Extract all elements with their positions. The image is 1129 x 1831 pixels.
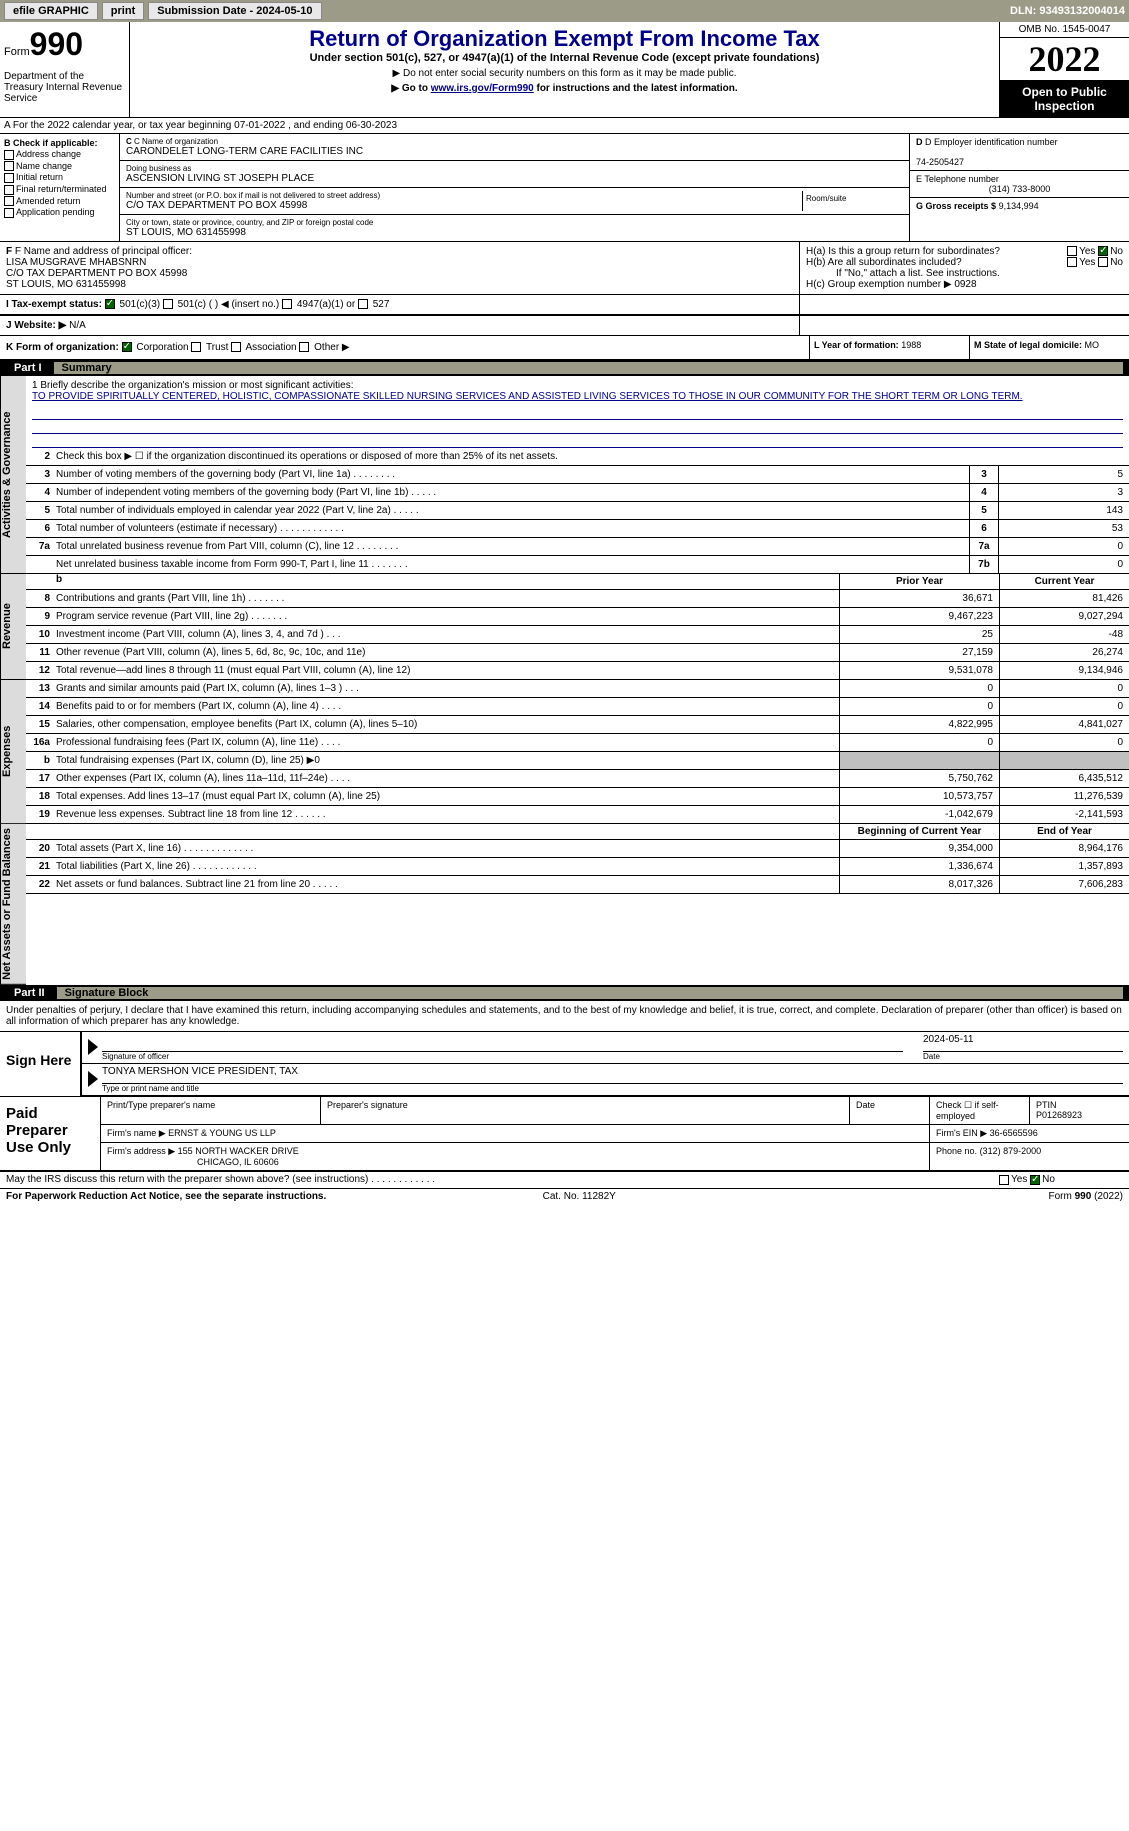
firm-ein: 36-6565596 — [990, 1128, 1038, 1138]
firm-address: 155 NORTH WACKER DRIVE — [178, 1146, 299, 1156]
omb-number: OMB No. 1545-0047 — [1000, 22, 1129, 38]
page-footer: For Paperwork Reduction Act Notice, see … — [0, 1189, 1129, 1204]
col-b-header: B Check if applicable: — [4, 138, 98, 148]
ptin: P01268923 — [1036, 1110, 1082, 1120]
chk-ha-no[interactable] — [1098, 246, 1108, 256]
chk-amended[interactable] — [4, 196, 14, 206]
chk-discuss-no[interactable] — [1030, 1175, 1040, 1185]
city-state-zip: ST LOUIS, MO 631455998 — [126, 227, 903, 238]
officer-name-title: TONYA MERSHON VICE PRESIDENT, TAX — [102, 1066, 1123, 1084]
row-k-l-m: K Form of organization: Corporation Trus… — [0, 336, 1129, 360]
column-d: D D Employer identification number 74-25… — [909, 134, 1129, 241]
paid-preparer-block: Paid Preparer Use Only Print/Type prepar… — [0, 1096, 1129, 1171]
state-domicile: MO — [1085, 340, 1100, 350]
dba: ASCENSION LIVING ST JOSEPH PLACE — [126, 173, 903, 184]
mission-text: TO PROVIDE SPIRITUALLY CENTERED, HOLISTI… — [32, 391, 1123, 402]
chk-pending[interactable] — [4, 208, 14, 218]
main-info-block: B Check if applicable: Address change Na… — [0, 134, 1129, 242]
ein: 74-2505427 — [916, 157, 964, 167]
vtab-revenue: Revenue — [0, 574, 26, 680]
firm-name: ERNST & YOUNG US LLP — [168, 1128, 276, 1138]
row-a: A For the 2022 calendar year, or tax yea… — [0, 118, 1129, 134]
group-exemption: 0928 — [954, 279, 976, 290]
sign-here-block: Sign Here Signature of officer 2024-05-1… — [0, 1032, 1129, 1096]
telephone: (314) 733-8000 — [916, 184, 1123, 194]
chk-ha-yes[interactable] — [1067, 246, 1077, 256]
arrow-icon — [88, 1071, 98, 1087]
org-name: CARONDELET LONG-TERM CARE FACILITIES INC — [126, 146, 903, 157]
chk-501c[interactable] — [163, 299, 173, 309]
chk-hb-no[interactable] — [1098, 257, 1108, 267]
arrow-icon — [88, 1039, 98, 1055]
vtab-netassets: Net Assets or Fund Balances — [0, 824, 26, 985]
submission-date: Submission Date - 2024-05-10 — [148, 2, 321, 20]
efile-label: efile GRAPHIC — [4, 2, 98, 20]
chk-address[interactable] — [4, 150, 14, 160]
chk-hb-yes[interactable] — [1067, 257, 1077, 267]
subtitle-1: Under section 501(c), 527, or 4947(a)(1)… — [134, 52, 995, 64]
chk-final[interactable] — [4, 185, 14, 195]
street-address: C/O TAX DEPARTMENT PO BOX 45998 — [126, 200, 802, 211]
part1-header: Part I Summary — [0, 360, 1129, 376]
officer-name: LISA MUSGRAVE MHABSNRN — [6, 257, 146, 268]
dln: DLN: 93493132004014 — [1010, 5, 1125, 17]
column-c: C C Name of organization CARONDELET LONG… — [120, 134, 909, 241]
chk-name[interactable] — [4, 161, 14, 171]
revenue-section: Revenue bPrior YearCurrent Year 8Contrib… — [0, 574, 1129, 680]
firm-phone: (312) 879-2000 — [980, 1146, 1042, 1156]
chk-501c3[interactable] — [105, 299, 115, 309]
irs-link[interactable]: www.irs.gov/Form990 — [431, 83, 534, 94]
vtab-expenses: Expenses — [0, 680, 26, 824]
vtab-ag: Activities & Governance — [0, 376, 26, 574]
form-title: Return of Organization Exempt From Incom… — [134, 26, 995, 52]
room-suite-label: Room/suite — [803, 191, 903, 211]
form-label: Form — [4, 46, 30, 58]
chk-corp[interactable] — [122, 342, 132, 352]
chk-527[interactable] — [358, 299, 368, 309]
column-b: B Check if applicable: Address change Na… — [0, 134, 120, 241]
expenses-section: Expenses 13Grants and similar amounts pa… — [0, 680, 1129, 824]
row-f-h: F F Name and address of principal office… — [0, 242, 1129, 295]
sign-date: 2024-05-11 — [923, 1034, 1123, 1052]
chk-discuss-yes[interactable] — [999, 1175, 1009, 1185]
chk-trust[interactable] — [191, 342, 201, 352]
topbar: efile GRAPHIC print Submission Date - 20… — [0, 0, 1129, 22]
tax-year: 2022 — [1000, 38, 1129, 81]
row-i-j: I Tax-exempt status: 501(c)(3) 501(c) ( … — [0, 295, 1129, 316]
perjury-declaration: Under penalties of perjury, I declare th… — [0, 1001, 1129, 1032]
chk-assoc[interactable] — [231, 342, 241, 352]
year-formation: 1988 — [901, 340, 921, 350]
chk-4947[interactable] — [282, 299, 292, 309]
open-inspection: Open to Public Inspection — [1000, 81, 1129, 117]
form-header: Form990 Department of the Treasury Inter… — [0, 22, 1129, 118]
subtitle-2: ▶ Do not enter social security numbers o… — [134, 68, 995, 79]
website: N/A — [69, 320, 86, 331]
part2-header: Part II Signature Block — [0, 985, 1129, 1001]
print-button[interactable]: print — [102, 2, 144, 20]
chk-initial[interactable] — [4, 173, 14, 183]
net-assets-section: Net Assets or Fund Balances Beginning of… — [0, 824, 1129, 985]
form-number: 990 — [30, 26, 83, 62]
activities-governance-section: Activities & Governance 1 Briefly descri… — [0, 376, 1129, 574]
dept-label: Department of the Treasury Internal Reve… — [4, 71, 125, 104]
gross-receipts: 9,134,994 — [999, 201, 1039, 211]
chk-other[interactable] — [299, 342, 309, 352]
